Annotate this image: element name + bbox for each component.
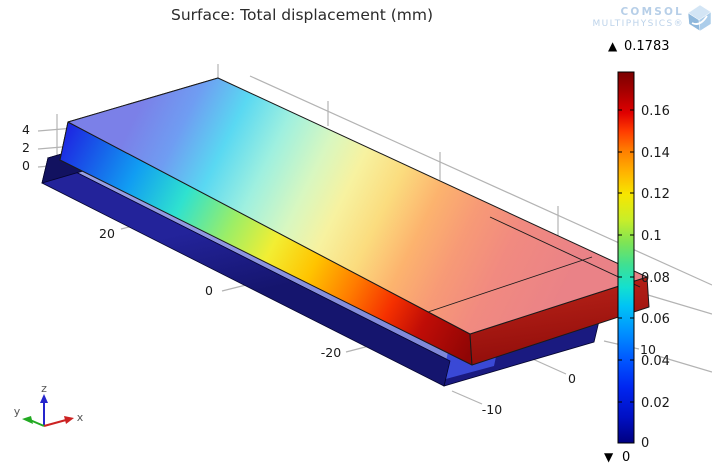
x-axis-arrowhead-icon [64, 416, 74, 424]
triad-x-label: x [77, 411, 84, 424]
y-tick-label-20: 20 [99, 226, 115, 241]
x-tick-label-0: 0 [568, 371, 576, 386]
colorbar-label-014: 0.14 [641, 146, 670, 161]
comsol-logo-line2: MULTIPHYSICS® [592, 19, 684, 29]
upper-plate [59, 77, 650, 366]
comsol-logo: COMSOL MULTIPHYSICS® [592, 4, 712, 32]
x-tick-label-10: 10 [640, 342, 656, 357]
y-tick-label-neg20: -20 [321, 345, 341, 360]
x-axis-tick-neg10 [451, 390, 483, 405]
x-axis-arrow [43, 419, 67, 427]
x-axis-line-10-cont [657, 355, 712, 373]
z-axis-arrowhead-icon [40, 394, 48, 403]
colorbar-label-016: 0.16 [641, 104, 670, 119]
triad-z-label: z [41, 382, 47, 395]
colorbar-tick-marks [618, 109, 634, 403]
colorbar-label-006: 0.06 [641, 312, 670, 327]
colorbar-extrema: ▲ 0.1783 ▼ 0 [604, 39, 670, 465]
colorbar-label-0: 0 [641, 436, 649, 451]
x-tick-label-neg10: -10 [482, 402, 502, 417]
y-axis-arrowhead-icon [22, 416, 33, 424]
colorbar-max-marker-icon: ▲ [608, 39, 618, 53]
comsol-logo-line1: COMSOL [621, 6, 684, 18]
colorbar: 0.16 0.14 0.12 0.1 0.08 0.06 0.04 0.02 0… [604, 39, 670, 465]
plot-title: Surface: Total displacement (mm) [171, 6, 433, 24]
x-axis-line-mid-cont [647, 294, 712, 315]
z-tick-label-4: 4 [22, 122, 30, 137]
triad-y-label: y [14, 405, 21, 418]
colorbar-tick-labels: 0.16 0.14 0.12 0.1 0.08 0.06 0.04 0.02 0 [641, 104, 670, 451]
colorbar-min-marker-icon: ▼ [604, 450, 614, 464]
upper-plate-interior-edge-cross [427, 256, 593, 313]
y-tick-label-0: 0 [205, 283, 213, 298]
colorbar-label-012: 0.12 [641, 187, 670, 202]
colorbar-label-008: 0.08 [641, 271, 670, 286]
axis-labels: 4 2 0 20 0 -20 10 0 -10 [22, 122, 656, 417]
y-axis-arrow [29, 419, 45, 427]
upper-plate-top-face [67, 77, 648, 335]
upper-plate-interior-edge-long [489, 216, 641, 288]
colorbar-label-01: 0.1 [641, 229, 662, 244]
comsol-logo-cube-icon [687, 4, 712, 32]
y-axis-back-line [249, 75, 712, 286]
colorbar-label-004: 0.04 [641, 354, 670, 369]
coordinate-triad: z x y [14, 382, 84, 427]
colorbar-label-002: 0.02 [641, 396, 670, 411]
z-tick-label-2: 2 [22, 140, 30, 155]
colorbar-max-value: 0.1783 [624, 39, 670, 54]
colorbar-gradient-bar [617, 71, 635, 444]
colorbar-min-value: 0 [622, 450, 630, 465]
z-tick-label-0: 0 [22, 158, 30, 173]
